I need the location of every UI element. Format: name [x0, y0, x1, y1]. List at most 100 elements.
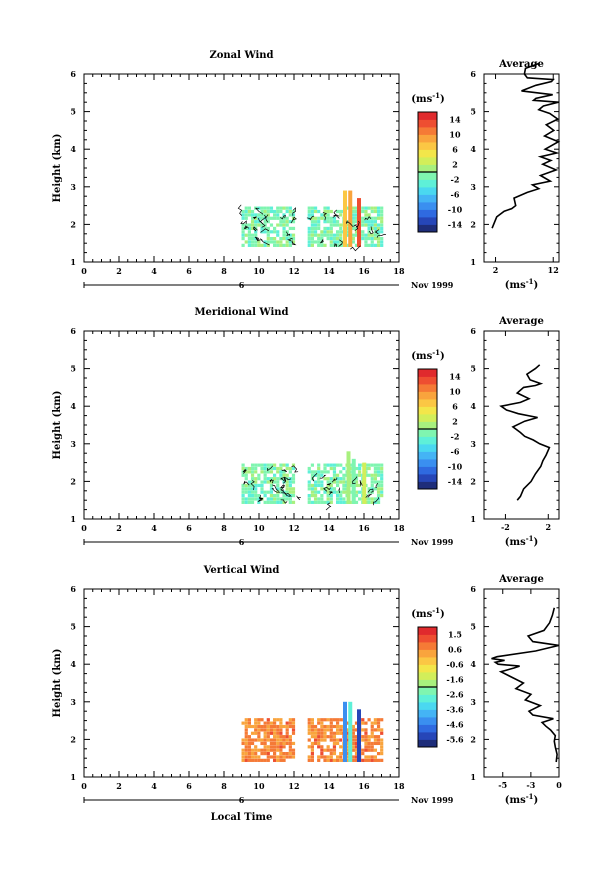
- field-cell: [326, 735, 330, 739]
- field-cell: [247, 233, 251, 237]
- field-cell: [257, 473, 261, 477]
- field-cell: [342, 466, 346, 471]
- field-cell: [247, 236, 251, 241]
- field-cell: [320, 493, 324, 498]
- field-cell: [276, 735, 280, 739]
- y-tick-label: 1: [70, 772, 76, 782]
- field-cell: [367, 738, 371, 742]
- field-cell: [351, 240, 355, 244]
- field-cell: [373, 487, 377, 491]
- field-cell: [263, 724, 267, 729]
- field-cell: [266, 721, 270, 725]
- field-cell: [326, 718, 330, 722]
- field-cell: [276, 230, 280, 234]
- field-cell: [291, 728, 296, 732]
- field-cell: [345, 233, 349, 237]
- colorbar-tick-label: 10: [449, 387, 461, 397]
- field-cell: [336, 230, 340, 234]
- profile-y-tick-label: 5: [470, 364, 476, 374]
- field-cell: [336, 755, 340, 759]
- field-cell: [273, 718, 277, 722]
- field-cell: [370, 240, 374, 244]
- field-cell: [367, 735, 371, 739]
- colorbar-tick-label: 1.5: [448, 630, 462, 640]
- field-cell: [313, 223, 318, 227]
- field-cell: [244, 483, 248, 488]
- profile-y-tick-label: 4: [470, 401, 476, 411]
- field-cell: [329, 748, 333, 752]
- field-cell: [285, 728, 289, 732]
- field-cell: [332, 741, 337, 746]
- field-cell: [313, 735, 318, 739]
- field-cell: [332, 216, 337, 220]
- field-cell: [241, 758, 245, 762]
- field-cell: [370, 220, 374, 224]
- field-cell: [282, 741, 286, 746]
- field-cell: [269, 483, 274, 488]
- field-cell: [254, 470, 258, 474]
- field-cell: [376, 236, 381, 241]
- field-cell: [254, 728, 258, 732]
- field-cell: [329, 483, 333, 488]
- y-tick-label: 2: [70, 219, 76, 229]
- field-cell: [320, 724, 324, 729]
- field-cell: [263, 731, 267, 735]
- colorbar-swatch: [418, 429, 437, 437]
- field-cell: [326, 497, 330, 501]
- field-cell: [364, 758, 368, 762]
- field-cell: [373, 473, 377, 477]
- y-tick-label: 4: [70, 144, 76, 154]
- field-cell: [247, 755, 251, 759]
- day-marker: 6: [239, 795, 245, 805]
- field-cell: [250, 487, 255, 491]
- field-cell: [279, 209, 283, 214]
- colorbar-tick-label: 14: [449, 372, 461, 382]
- field-cell: [376, 470, 381, 474]
- field-cell: [244, 745, 248, 749]
- field-cell: [317, 480, 321, 484]
- average-profile: Average 1 2 3 4 5 6 -2 2 (ms-1): [470, 316, 560, 548]
- field-cell: [247, 487, 251, 491]
- field-column: [351, 458, 356, 504]
- colorbar-swatch: [418, 634, 437, 643]
- field-cell: [241, 236, 245, 241]
- field-cell: [263, 209, 267, 214]
- field-cell: [329, 493, 333, 498]
- field-cell: [367, 755, 371, 759]
- field-cell: [282, 738, 286, 742]
- field-cell: [285, 487, 289, 491]
- x-tick-label: 0: [81, 781, 87, 791]
- field-cell: [307, 480, 311, 484]
- field-cell: [332, 470, 337, 474]
- field-cell: [279, 745, 283, 749]
- field-cell: [380, 483, 384, 488]
- field-cell: [317, 755, 321, 759]
- field-cell: [342, 477, 346, 481]
- field-cell: [260, 470, 264, 474]
- field-cell: [247, 206, 251, 210]
- field-cell: [339, 223, 343, 227]
- field-cell: [361, 209, 365, 214]
- field-cell: [323, 758, 327, 762]
- field-cell: [326, 477, 330, 481]
- field-cell: [273, 721, 277, 725]
- field-cell: [263, 226, 267, 231]
- field-cell: [254, 483, 258, 488]
- field-cell: [266, 731, 270, 735]
- field-cell: [351, 745, 355, 749]
- field-cell: [279, 755, 283, 759]
- field-cell: [291, 500, 296, 504]
- field-cell: [317, 738, 321, 742]
- field-cell: [244, 466, 248, 471]
- field-cell: [376, 738, 381, 742]
- field-cell: [320, 487, 324, 491]
- field-cell: [364, 220, 368, 224]
- field-cell: [247, 741, 251, 746]
- field-cell: [358, 497, 362, 501]
- field-cell: [370, 755, 374, 759]
- field-cell: [370, 731, 374, 735]
- x-tick-label: 16: [358, 266, 370, 276]
- contour-line: [291, 465, 299, 473]
- field-cell: [282, 477, 286, 481]
